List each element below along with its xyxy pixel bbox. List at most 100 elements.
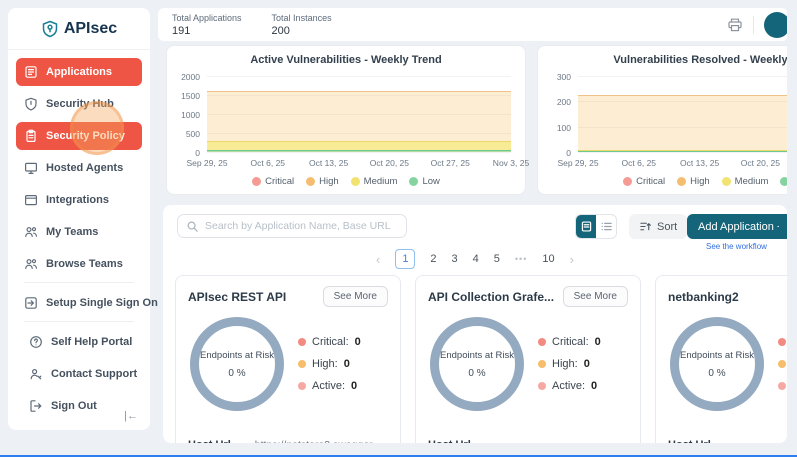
sidebar-item-integrations[interactable]: Integrations xyxy=(16,186,142,214)
chart-plot: 0 500 1000 1500 2000 Sep 29, 25 Oct 6, 25 Oct 1… xyxy=(173,72,529,168)
gridline xyxy=(578,101,797,103)
metric-dot xyxy=(538,382,546,390)
y-axis-tick: 1000 xyxy=(181,110,200,120)
sidebar-item-label: Security Policy xyxy=(46,130,125,142)
endpoints-at-risk-donut: Endpoints at Risk 0 % xyxy=(190,317,284,411)
page-number[interactable]: 1 xyxy=(395,249,416,269)
sidebar-item-applications[interactable]: Applications xyxy=(16,58,142,86)
sidebar-item-security-hub[interactable]: Security Hub xyxy=(16,90,142,118)
y-axis-labels: 0 100 200 300 xyxy=(544,72,574,158)
application-card: APIsec REST API See More Endpoints at Ri… xyxy=(175,275,401,443)
page-number[interactable]: 5 xyxy=(493,253,500,265)
sidebar-item-sign-out[interactable]: Sign Out xyxy=(16,392,142,420)
legend-high[interactable]: High xyxy=(306,176,339,187)
x-axis-tick: Oct 20, 25 xyxy=(369,158,409,168)
y-axis-tick: 2000 xyxy=(181,72,200,82)
pagination-prev-icon[interactable]: ‹ xyxy=(376,251,381,267)
x-axis-tick: Oct 13, 25 xyxy=(308,158,349,168)
gridline xyxy=(207,76,511,77)
page-number[interactable]: 4 xyxy=(472,253,479,265)
sidebar: APIsec Applications Security Hub xyxy=(8,8,158,430)
question-circle-icon xyxy=(29,335,43,349)
sort-button[interactable]: Sort xyxy=(629,214,688,239)
plot-area xyxy=(578,76,797,153)
search-input[interactable] xyxy=(205,220,398,232)
sidebar-item-contact-support[interactable]: Contact Support xyxy=(16,360,142,388)
endpoints-at-risk-donut: Endpoints at Risk 0 % xyxy=(670,317,764,411)
legend-dot xyxy=(306,177,316,186)
page-number[interactable]: 10 xyxy=(542,253,555,265)
sidebar-item-security-policy[interactable]: Security Policy xyxy=(16,122,142,150)
sidebar-item-my-teams[interactable]: My Teams xyxy=(16,218,142,246)
add-application-button[interactable]: Add Application + xyxy=(687,214,787,239)
printer-icon[interactable] xyxy=(727,17,743,33)
view-toggle xyxy=(575,214,617,239)
sidebar-item-hosted-agents[interactable]: Hosted Agents xyxy=(16,154,142,182)
sort-icon xyxy=(639,220,652,233)
area-band-high xyxy=(578,95,797,152)
legend-critical[interactable]: Critical xyxy=(623,176,665,187)
legend-high[interactable]: High xyxy=(677,176,710,187)
pagination-next-icon[interactable]: › xyxy=(569,251,574,267)
donut-value: 0 % xyxy=(228,367,246,379)
legend-dot xyxy=(721,177,731,186)
gridline xyxy=(207,133,511,134)
metric-critical: Critical:0 xyxy=(778,336,787,348)
host-url-value: https://petstore3.swagger... xyxy=(255,439,381,443)
legend-dot xyxy=(252,177,262,186)
legend-critical[interactable]: Critical xyxy=(252,176,294,187)
application-title: APIsec REST API xyxy=(188,289,287,304)
brand-name: APIsec xyxy=(63,19,118,37)
x-axis-tick: Oct 20, 25 xyxy=(740,158,780,168)
users-icon xyxy=(24,257,38,271)
sidebar-item-browse-teams[interactable]: Browse Teams xyxy=(16,250,142,278)
y-axis-tick: 500 xyxy=(185,129,200,139)
metric-critical: Critical:0 xyxy=(298,336,361,348)
severity-metrics: Critical:0 High:0 Active:0 xyxy=(298,336,361,392)
user-avatar[interactable] xyxy=(764,11,788,38)
topbar-divider xyxy=(753,15,754,34)
see-more-button[interactable]: See More xyxy=(322,286,388,307)
metric-dot xyxy=(778,360,786,368)
chart-legend: Critical High Medium Low xyxy=(167,176,525,187)
metric-dot xyxy=(298,382,306,390)
brand-logo: APIsec xyxy=(8,8,150,50)
sidebar-item-self-help-portal[interactable]: Self Help Portal xyxy=(16,328,142,356)
legend-medium[interactable]: Medium xyxy=(350,176,397,187)
y-axis-tick: 0 xyxy=(195,148,200,158)
sidebar-item-label: Applications xyxy=(46,66,113,78)
page-number[interactable]: 3 xyxy=(451,253,458,265)
pagination-ellipsis[interactable]: ••• xyxy=(514,254,528,264)
legend-dot xyxy=(409,177,419,186)
grid-view-button[interactable] xyxy=(576,215,596,238)
donut-label: Endpoints at Risk xyxy=(200,349,274,361)
page-number[interactable]: 2 xyxy=(430,253,437,265)
list-view-button[interactable] xyxy=(596,215,616,238)
sidebar-divider xyxy=(24,321,134,322)
secondary-action-button[interactable] xyxy=(779,214,787,239)
shield-icon xyxy=(24,97,38,111)
sidebar-item-setup-sso[interactable]: Setup Single Sign On xyxy=(16,289,158,317)
chart-legend: Critical High Medium Low xyxy=(538,176,797,187)
sidebar-item-label: Self Help Portal xyxy=(51,336,133,348)
host-url-value: - xyxy=(495,439,499,443)
legend-medium[interactable]: Medium xyxy=(721,176,768,187)
severity-metrics: Critical:0 High:0 Active:0 xyxy=(778,336,787,392)
legend-low[interactable]: Low xyxy=(409,176,440,187)
legend-dot xyxy=(677,177,687,186)
sidebar-collapse-icon[interactable]: |← xyxy=(124,410,138,422)
window-icon xyxy=(24,193,38,207)
search-box xyxy=(177,214,407,238)
y-axis-tick: 200 xyxy=(556,97,571,108)
see-the-workflow-link[interactable]: See the workflow xyxy=(706,242,767,251)
metric-active: Active:0 xyxy=(298,380,361,392)
sidebar-item-label: Security Hub xyxy=(46,98,114,110)
x-axis-tick: Oct 6, 25 xyxy=(621,158,657,168)
application-title: netbanking2 xyxy=(668,289,739,304)
x-axis-tick: Oct 6, 25 xyxy=(250,158,286,168)
see-more-button[interactable]: See More xyxy=(562,286,628,307)
donut-label: Endpoints at Risk xyxy=(440,349,514,361)
sign-out-icon xyxy=(29,399,43,413)
metric-high: High:0 xyxy=(778,358,787,370)
